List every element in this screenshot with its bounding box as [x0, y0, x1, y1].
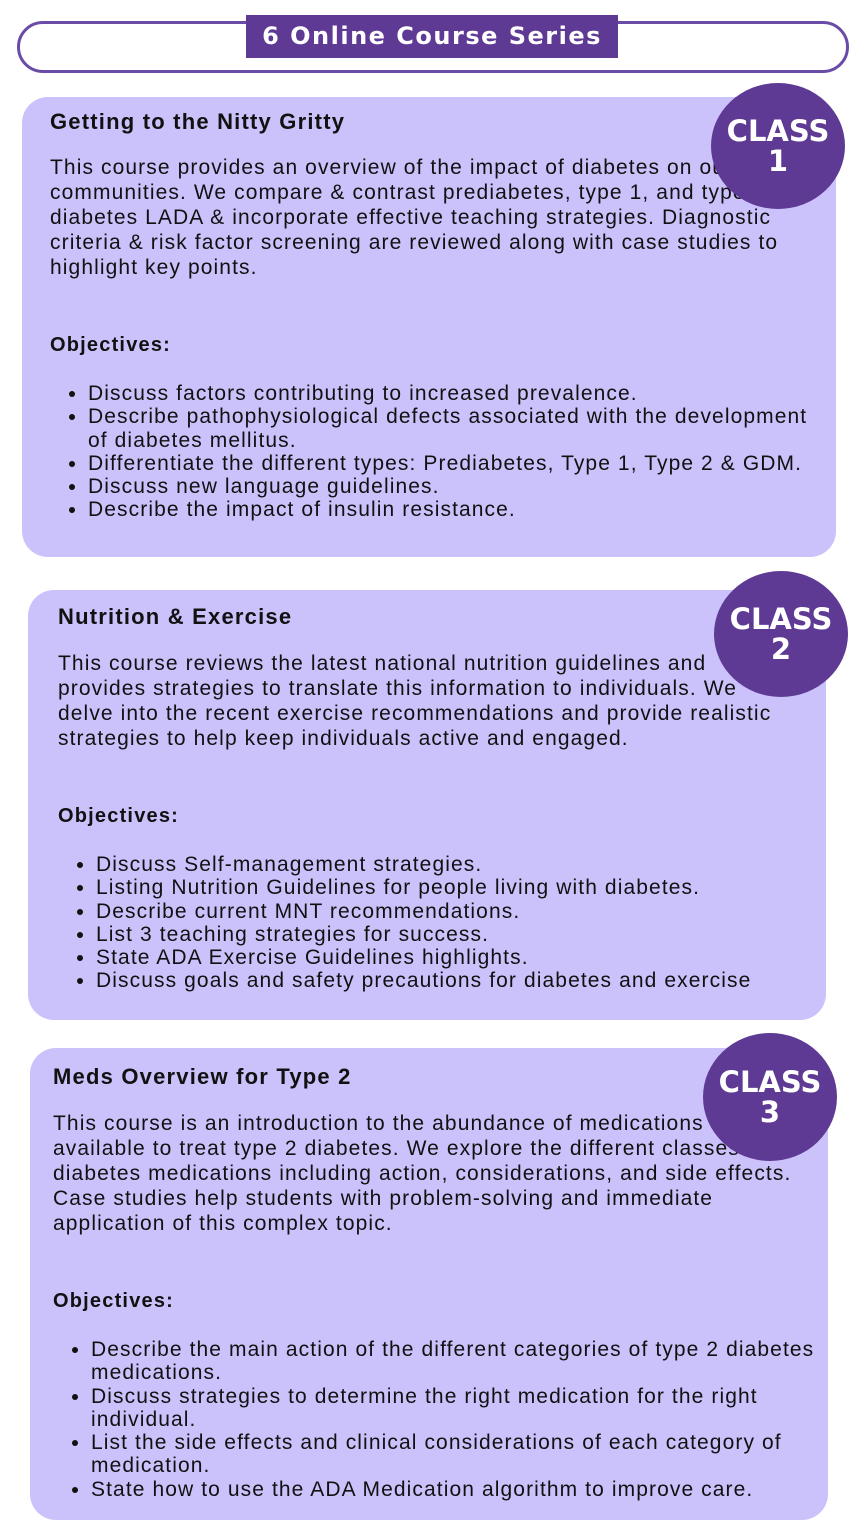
objective-item: Discuss new language guidelines. — [88, 475, 828, 498]
class-card-1: Getting to the Nitty Gritty This course … — [22, 97, 836, 557]
objectives-list: Discuss factors contributing to increase… — [50, 382, 828, 522]
badge-label: CLASS — [718, 1065, 822, 1099]
objective-item: State how to use the ADA Medication algo… — [91, 1478, 841, 1501]
class-description: This course provides an overview of the … — [50, 156, 779, 279]
objective-item: Describe pathophysiological defects asso… — [88, 405, 828, 452]
class-title: Meds Overview for Type 2 — [53, 1064, 352, 1089]
objectives-label: Objectives: — [50, 334, 172, 356]
class-badge-1: CLASS 1 — [711, 83, 845, 209]
class-card-2: Nutrition & Exercise This course reviews… — [28, 590, 826, 1020]
objective-item: List 3 teaching strategies for success. — [96, 923, 856, 946]
objectives-label: Objectives: — [53, 1290, 175, 1312]
class-title: Getting to the Nitty Gritty — [50, 109, 346, 134]
objectives-list: Discuss Self-management strategies. List… — [58, 853, 856, 993]
objectives-list: Describe the main action of the differen… — [53, 1338, 841, 1501]
class-description: This course reviews the latest national … — [58, 652, 772, 750]
objective-item: Differentiate the different types: Predi… — [88, 452, 828, 475]
objective-item: Discuss strategies to determine the righ… — [91, 1385, 841, 1432]
objective-item: Describe the main action of the differen… — [91, 1338, 841, 1385]
objective-item: Describe the impact of insulin resistanc… — [88, 498, 828, 521]
badge-number: 3 — [759, 1095, 781, 1129]
objective-item: Discuss goals and safety precautions for… — [96, 969, 856, 992]
objectives-label: Objectives: — [58, 805, 180, 827]
page-title: 6 Online Course Series — [246, 15, 618, 58]
badge-label: CLASS — [726, 114, 830, 148]
class-badge-2: CLASS 2 — [714, 571, 848, 697]
objective-item: Discuss Self-management strategies. — [96, 853, 856, 876]
objective-item: Discuss factors contributing to increase… — [88, 382, 828, 405]
badge-number: 2 — [770, 632, 792, 666]
class-card-3: Meds Overview for Type 2 This course is … — [30, 1048, 828, 1520]
objective-item: List the side effects and clinical consi… — [91, 1431, 841, 1478]
badge-number: 1 — [767, 144, 789, 178]
class-badge-3: CLASS 3 — [703, 1033, 837, 1161]
class-title: Nutrition & Exercise — [58, 604, 293, 629]
objective-item: State ADA Exercise Guidelines highlights… — [96, 946, 856, 969]
objective-item: Describe current MNT recommendations. — [96, 900, 856, 923]
objective-item: Listing Nutrition Guidelines for people … — [96, 876, 856, 899]
badge-label: CLASS — [729, 602, 833, 636]
class-description: This course is an introduction to the ab… — [53, 1112, 792, 1235]
